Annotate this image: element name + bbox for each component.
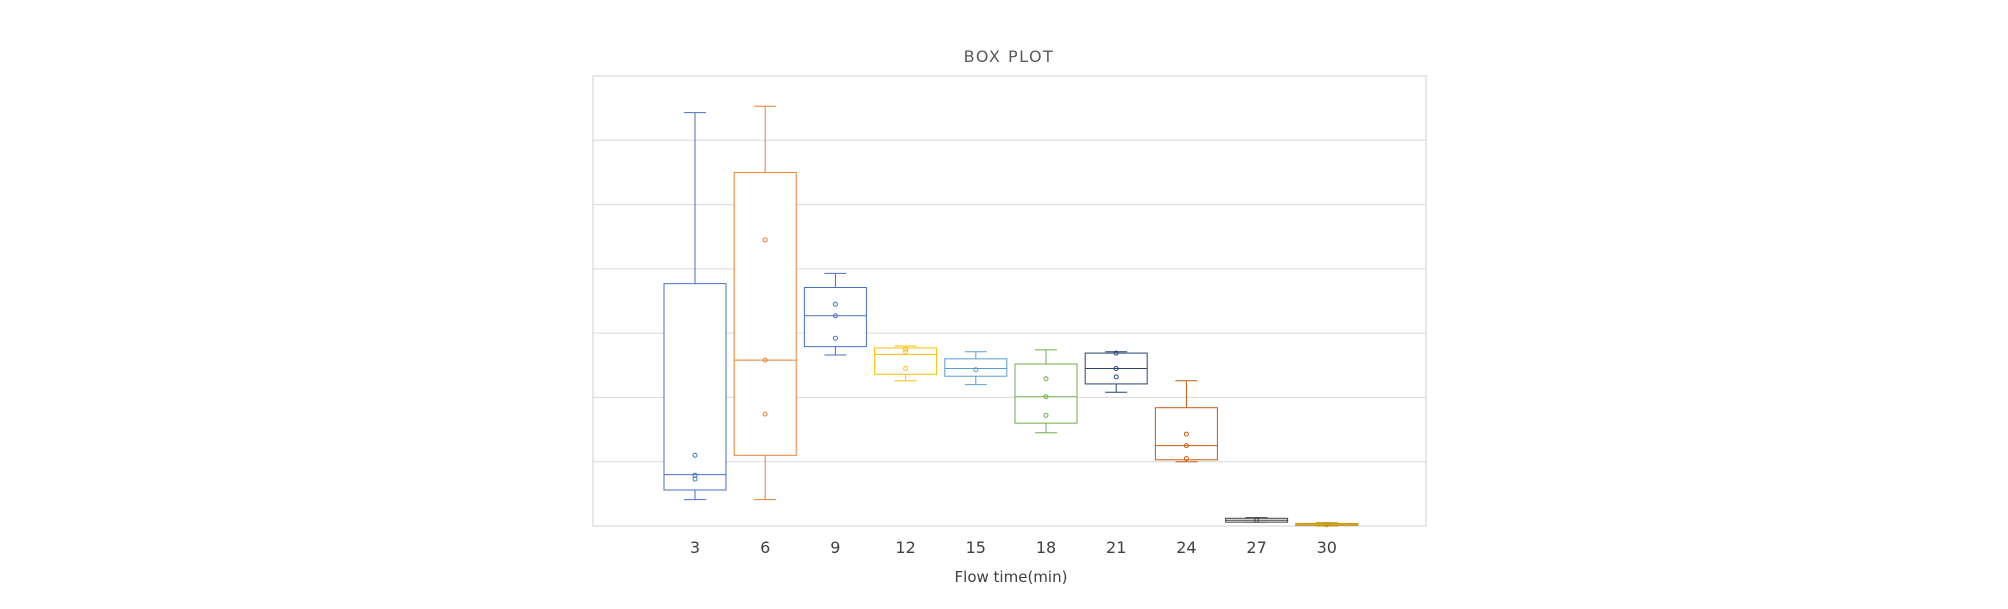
data-point <box>1183 431 1189 437</box>
box-iqr <box>874 347 938 375</box>
box-18 <box>1014 349 1078 434</box>
data-point <box>1043 412 1049 418</box>
box-6 <box>733 105 797 501</box>
x-axis-label: Flow time(min) <box>955 568 1068 586</box>
x-tick-label: 6 <box>760 538 770 557</box>
data-point <box>1113 366 1119 371</box>
data-point <box>1113 350 1119 356</box>
data-point <box>1183 443 1189 449</box>
data-point <box>973 367 979 373</box>
box-15 <box>944 351 1008 386</box>
data-point <box>1043 394 1049 400</box>
data-point <box>832 335 838 341</box>
data-point <box>762 411 768 417</box>
box-iqr <box>803 287 867 348</box>
box-series <box>663 105 1359 528</box>
box-24 <box>1154 380 1218 463</box>
x-tick-label: 15 <box>966 538 986 557</box>
x-tick-label: 24 <box>1176 538 1196 557</box>
box-3 <box>663 112 727 501</box>
box-21 <box>1084 350 1148 393</box>
gridlines <box>593 139 1426 463</box>
data-point <box>1043 376 1049 382</box>
data-point <box>1113 374 1119 380</box>
box-12 <box>874 345 938 382</box>
box-iqr <box>733 171 797 456</box>
data-point <box>692 472 698 478</box>
x-tick-label: 18 <box>1036 538 1056 557</box>
plot-area <box>592 75 1427 527</box>
x-axis-ticks: 3 6 9 12 15 18 21 24 27 30 <box>690 538 1337 557</box>
x-tick-label: 12 <box>895 538 915 557</box>
x-tick-label: 27 <box>1246 538 1266 557</box>
box-iqr <box>1014 363 1078 424</box>
chart-title: BOX PLOT <box>964 47 1055 66</box>
data-point <box>762 357 768 363</box>
box-9 <box>803 272 867 356</box>
data-point <box>692 452 698 458</box>
data-point <box>903 349 909 355</box>
data-point <box>903 346 909 352</box>
data-point <box>1254 517 1260 523</box>
data-point <box>903 366 909 371</box>
x-tick-label: 30 <box>1317 538 1337 557</box>
data-point <box>1324 522 1330 528</box>
data-point <box>832 313 838 319</box>
data-point <box>762 237 768 243</box>
box-30 <box>1295 522 1359 528</box>
data-point <box>832 301 838 307</box>
x-tick-label: 3 <box>690 538 700 557</box>
box-iqr <box>1154 407 1218 461</box>
data-point <box>1183 456 1189 461</box>
box-27 <box>1225 517 1289 523</box>
x-tick-label: 21 <box>1106 538 1126 557</box>
box-iqr <box>663 283 727 491</box>
x-tick-label: 9 <box>830 538 840 557</box>
